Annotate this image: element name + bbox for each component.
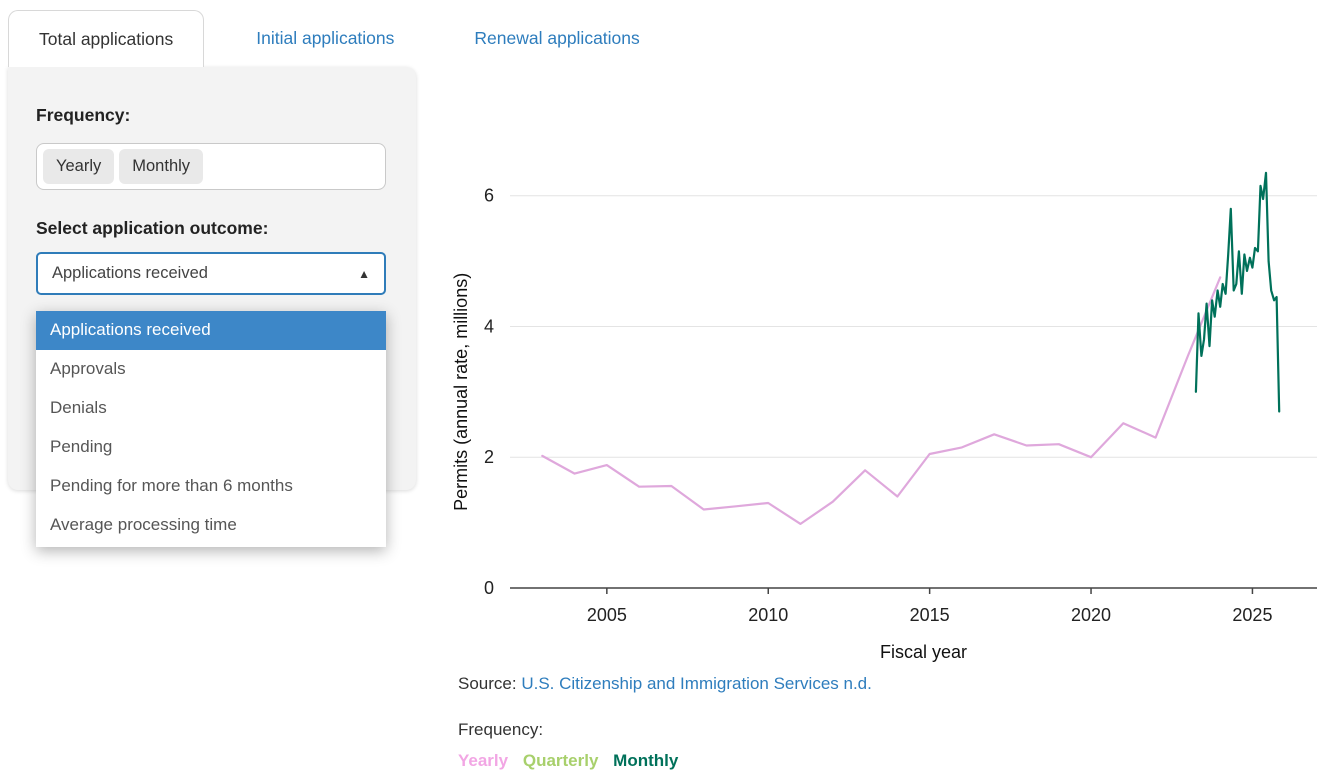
svg-text:2015: 2015 [910, 605, 950, 625]
source-line: Source: U.S. Citizenship and Immigration… [458, 674, 872, 694]
svg-text:2005: 2005 [587, 605, 627, 625]
outcome-label: Select application outcome: [36, 218, 269, 238]
frequency-option-yearly[interactable]: Yearly [43, 149, 115, 184]
outcome-select[interactable]: Applications received ▲ [36, 252, 386, 295]
frequency-label: Frequency: [36, 105, 131, 125]
source-link[interactable]: U.S. Citizenship and Immigration Service… [521, 674, 872, 693]
option-applications-received[interactable]: Applications received [36, 311, 386, 350]
option-pending[interactable]: Pending [50, 436, 113, 456]
svg-text:6: 6 [484, 186, 494, 206]
outcome-select-value: Applications received [52, 264, 208, 282]
tab-initial-applications[interactable]: Initial applications [256, 28, 395, 48]
svg-text:Fiscal year: Fiscal year [880, 642, 967, 662]
frequency-option-monthly[interactable]: Monthly [119, 149, 204, 184]
legend-title: Frequency: [458, 720, 544, 739]
option-average-processing-time[interactable]: Average processing time [50, 514, 237, 534]
tab-total-applications[interactable]: Total applications [8, 10, 205, 67]
chart-legend: Frequency: Yearly Quarterly Monthly [458, 720, 688, 771]
tab-renewal-applications[interactable]: Renewal applications [474, 28, 640, 48]
source-prefix: Source: [458, 674, 522, 693]
svg-text:Permits (annual rate, millions: Permits (annual rate, millions) [451, 273, 471, 511]
legend-item-yearly[interactable]: Yearly [458, 751, 509, 770]
option-denials[interactable]: Denials [50, 397, 107, 417]
svg-text:2025: 2025 [1232, 605, 1272, 625]
line-chart: 0 2 4 6 2005 2010 2015 2020 2025 Fiscal year Permi… [451, 171, 1317, 662]
svg-text:2: 2 [484, 447, 494, 467]
frequency-toggle-group: Yearly Monthly [36, 143, 386, 190]
svg-text:0: 0 [484, 578, 494, 598]
legend-item-monthly[interactable]: Monthly [613, 751, 679, 770]
outcome-dropdown-menu: Applications received Approvals Denials … [36, 311, 386, 547]
tab-bar: Total applications Initial applications … [8, 10, 1329, 67]
svg-text:2020: 2020 [1071, 605, 1111, 625]
option-approvals[interactable]: Approvals [50, 358, 126, 378]
legend-items: Yearly Quarterly Monthly [458, 751, 688, 771]
legend-item-quarterly[interactable]: Quarterly [522, 751, 599, 770]
option-pending-6-months[interactable]: Pending for more than 6 months [50, 475, 293, 495]
chevron-up-icon: ▲ [358, 266, 370, 281]
svg-text:2010: 2010 [748, 605, 788, 625]
svg-text:4: 4 [484, 316, 494, 336]
